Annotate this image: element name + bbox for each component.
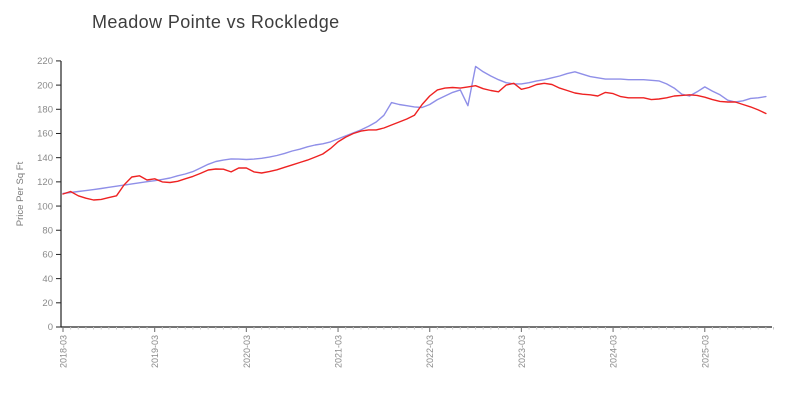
x-tick-label: 2020-03 xyxy=(242,335,252,368)
x-tick-label: 2025-03 xyxy=(700,335,710,368)
x-tick-label: 2024-03 xyxy=(609,335,619,368)
series-line-rockledge xyxy=(62,82,767,201)
y-tick-label: 120 xyxy=(37,177,53,188)
y-tick-label: 80 xyxy=(42,225,53,236)
x-tick-label: 2019-03 xyxy=(150,335,160,368)
y-tick-label: 40 xyxy=(42,274,53,285)
y-tick-label: 20 xyxy=(42,298,53,309)
y-tick-label: 220 xyxy=(37,56,53,67)
y-tick-label: 100 xyxy=(37,201,53,212)
x-tick-label: 2023-03 xyxy=(517,335,527,368)
y-tick-label: 140 xyxy=(37,153,53,164)
y-tick-label: 60 xyxy=(42,250,53,261)
x-tick-label: 2018-03 xyxy=(59,335,69,368)
x-tick-label: 2022-03 xyxy=(425,335,435,368)
chart-title: Meadow Pointe vs Rockledge xyxy=(92,12,340,32)
y-tick-label: 180 xyxy=(37,104,53,115)
y-tick-label: 0 xyxy=(48,322,53,333)
y-axis-title: Price Per Sq Ft xyxy=(15,161,26,226)
y-tick-label: 160 xyxy=(37,129,53,140)
x-tick-label: 2021-03 xyxy=(334,335,344,368)
y-tick-label: 200 xyxy=(37,80,53,91)
series-line-meadow-pointe xyxy=(62,65,767,195)
